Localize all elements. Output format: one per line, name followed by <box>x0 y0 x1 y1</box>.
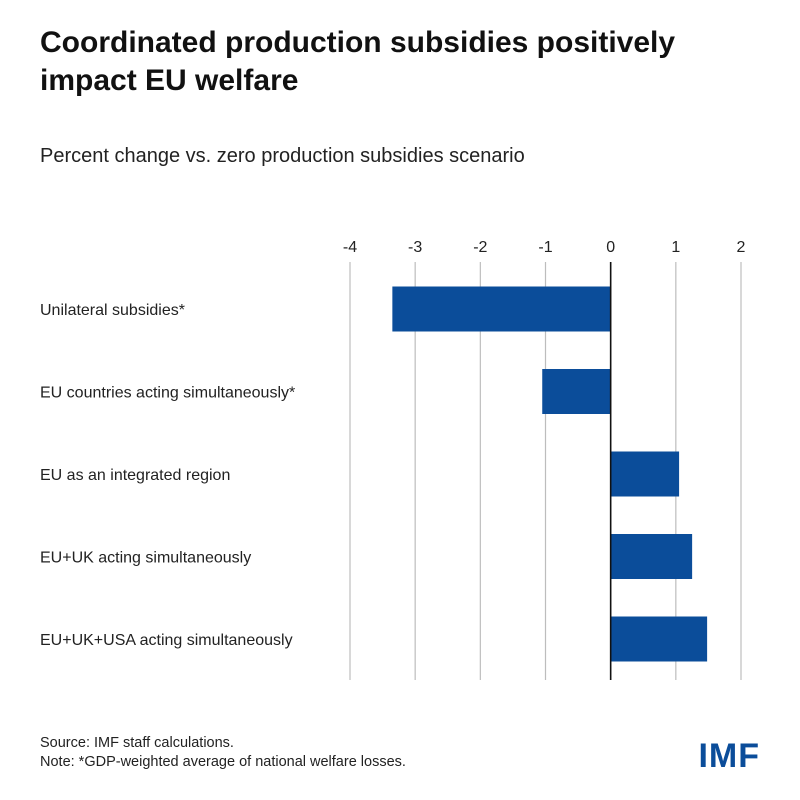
x-tick-label: 0 <box>606 239 615 256</box>
category-label: EU+UK acting simultaneously <box>40 550 251 567</box>
chart-subtitle: Percent change vs. zero production subsi… <box>40 145 525 167</box>
bar <box>610 534 693 579</box>
tick-labels: -4 -3 -2 -1 0 1 2 <box>343 239 746 256</box>
source-note: Source: IMF staff calculations. <box>40 735 234 751</box>
gridlines <box>349 262 742 680</box>
x-tick-label: -1 <box>538 239 552 256</box>
x-tick-label: 1 <box>671 239 680 256</box>
bar <box>610 616 708 662</box>
x-tick-label: -3 <box>408 239 422 256</box>
x-tick-label: -4 <box>343 239 357 256</box>
bars <box>392 286 708 662</box>
x-tick-label: -2 <box>473 239 487 256</box>
chart-title: Coordinated production subsidies positiv… <box>40 26 676 97</box>
imf-logo: IMF <box>698 737 760 775</box>
bar <box>392 286 611 332</box>
bar <box>610 451 680 497</box>
bar <box>542 369 611 414</box>
x-tick-label: 2 <box>737 239 746 256</box>
category-label: EU countries acting simultaneously* <box>40 385 295 402</box>
category-label: EU as an integrated region <box>40 467 230 484</box>
category-labels: Unilateral subsidies* EU countries acting… <box>40 302 295 649</box>
footnote: Note: *GDP-weighted average of national … <box>40 754 406 770</box>
footer-notes: Source: IMF staff calculations. Note: *G… <box>40 734 406 772</box>
category-label: Unilateral subsidies* <box>40 302 185 319</box>
bar-chart: -4 -3 -2 -1 0 1 2 Unilateral subsidies* EU coun… <box>40 239 746 680</box>
category-label: EU+UK+USA acting simultaneously <box>40 632 293 649</box>
